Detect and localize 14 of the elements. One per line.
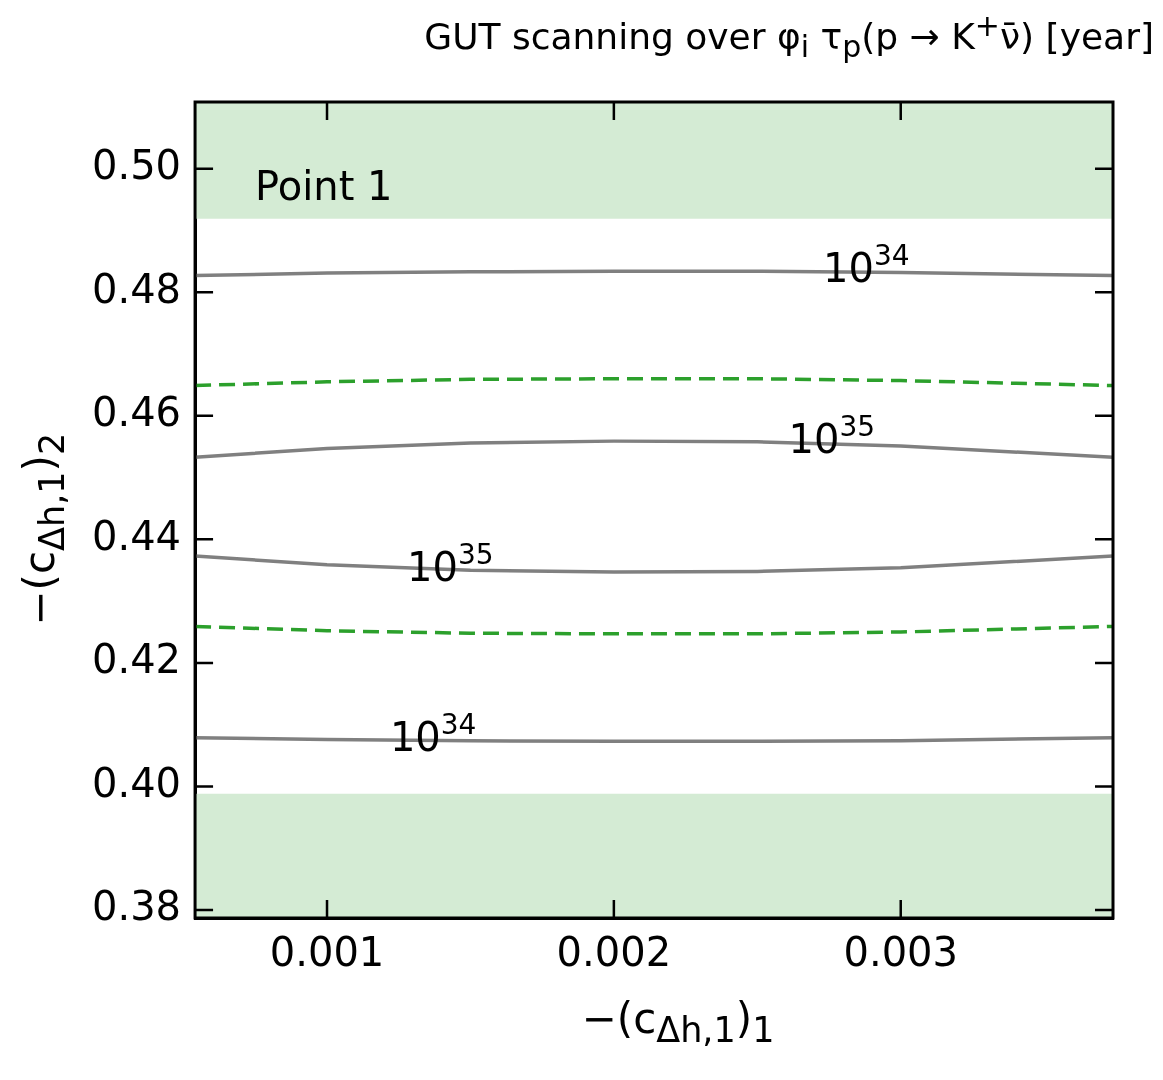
x-tick-label: 0.003 [843,929,958,976]
line-series [195,377,1113,388]
x-tick-label: 0.001 [269,929,385,976]
y-tick-label: 0.48 [92,265,182,312]
y-tick-label: 0.44 [92,512,182,559]
y-tick-label: 0.38 [92,883,182,930]
x-tick-label: 0.002 [556,929,672,976]
y-tick-label: 0.40 [92,760,182,807]
annotation: Point 1 [255,163,393,210]
y-tick-label: 0.50 [92,142,182,189]
chart-title: GUT scanning over φ$_{i}$ τ$_{p}$(p → K$^{+}$ν̄) [year] [423,8,1155,65]
x-axis-title: −(c$_{Δh,1}$)$_{1}$ [580,994,776,1051]
y-tick-label: 0.42 [92,636,182,683]
y-tick-label: 0.46 [92,389,182,436]
